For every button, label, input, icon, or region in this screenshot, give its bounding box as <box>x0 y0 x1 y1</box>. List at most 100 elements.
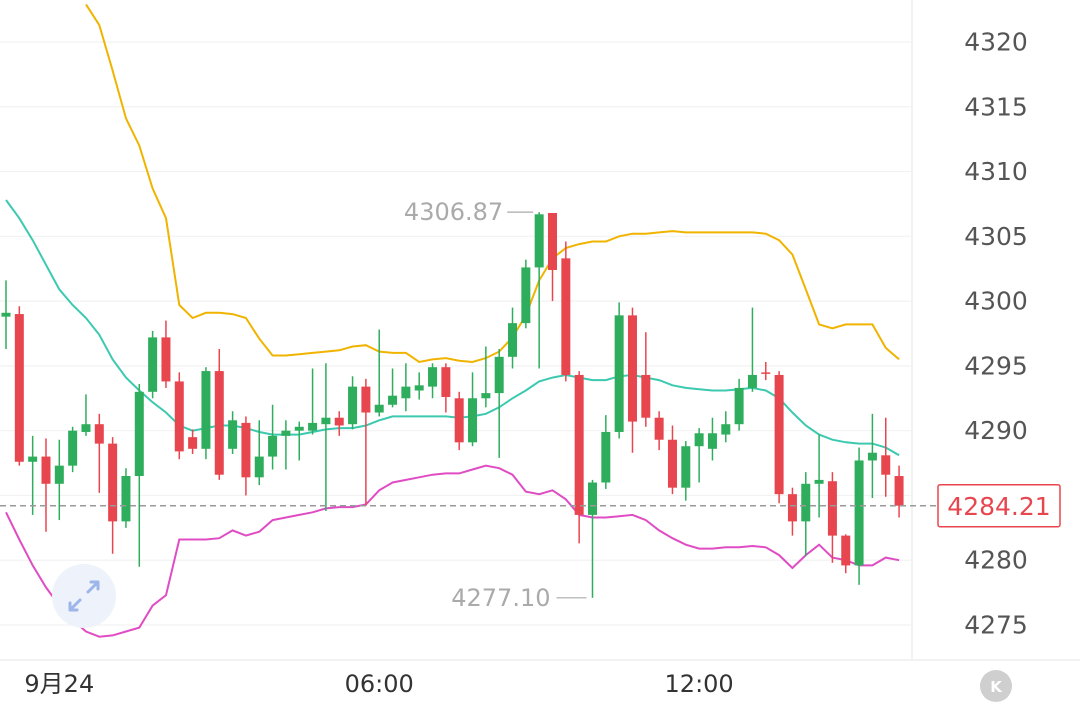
candle-body <box>787 494 797 522</box>
grid <box>0 41 912 626</box>
candle-body <box>254 456 264 478</box>
candle-body <box>707 433 717 449</box>
candle-body <box>54 465 64 484</box>
expand-button[interactable] <box>52 564 116 628</box>
last-price-box <box>937 483 1061 528</box>
candle-body <box>761 372 771 374</box>
candle-body <box>361 386 371 413</box>
candle-body <box>14 314 24 462</box>
y-tick-label: 4315 <box>964 92 1028 121</box>
y-tick-label: 4290 <box>964 416 1028 445</box>
candle-body <box>334 417 344 426</box>
candle-body <box>854 460 864 566</box>
candle-body <box>294 426 304 431</box>
candle-body <box>81 424 91 432</box>
candle-body <box>94 424 104 444</box>
min-label: 4277.10 <box>451 584 550 612</box>
candle-body <box>521 267 531 324</box>
max-label: 4306.87 <box>404 198 503 226</box>
candle-body <box>428 367 438 387</box>
candle-body <box>374 404 384 413</box>
candle-body <box>161 337 171 382</box>
candle-body <box>747 374 757 388</box>
band-line <box>5 464 900 638</box>
x-tick-label: 06:00 <box>345 670 414 698</box>
candle-body <box>681 446 691 488</box>
candle-body <box>881 455 891 475</box>
candle-body <box>1 312 11 317</box>
candle-body <box>454 398 464 443</box>
y-tick-label: 4300 <box>964 287 1028 316</box>
candle-body <box>601 431 611 483</box>
candle-body <box>201 371 211 449</box>
candle-body <box>241 422 251 478</box>
y-tick-label: 4295 <box>964 351 1028 380</box>
candle-body <box>134 391 144 477</box>
candle-body <box>281 430 291 436</box>
labels: 4275428042854290429543004305431043154320… <box>0 27 1061 698</box>
candle-body <box>894 476 904 506</box>
band-line <box>85 3 900 364</box>
candle-body <box>774 374 784 495</box>
candle-body <box>561 258 571 375</box>
candle-body <box>548 213 558 271</box>
band-lines <box>5 3 900 638</box>
candle-body <box>401 386 411 399</box>
candle-body <box>268 435 278 457</box>
candle-body <box>228 420 238 449</box>
candle-body <box>721 424 731 435</box>
candle-body <box>121 476 131 522</box>
candle-body <box>494 356 504 394</box>
candle-body <box>627 315 637 422</box>
expand-button-bg[interactable] <box>52 564 116 628</box>
k-button-bg[interactable] <box>980 670 1012 702</box>
y-tick-label: 4320 <box>964 27 1028 56</box>
k-button[interactable]: K <box>980 670 1012 702</box>
candle-body <box>388 395 398 405</box>
candle-body <box>574 374 584 515</box>
candle-body <box>694 433 704 447</box>
candle-body <box>734 387 744 425</box>
candle-body <box>654 417 664 440</box>
candle-body <box>667 439 677 488</box>
candle-body <box>321 417 331 425</box>
candle-body <box>188 437 198 449</box>
x-tick-label: 12:00 <box>665 670 734 698</box>
candle-body <box>28 456 38 462</box>
candle-body <box>214 371 224 475</box>
y-tick-label: 4280 <box>964 546 1028 575</box>
x-tick-label: 9月24 <box>24 670 94 698</box>
candle-body <box>841 535 851 566</box>
candle-body <box>614 315 624 432</box>
expand-icon <box>68 580 100 612</box>
candle-body <box>148 337 158 392</box>
candle-body <box>348 386 358 425</box>
candle-body <box>534 214 544 268</box>
candle-body <box>814 479 824 484</box>
candle-body <box>508 323 518 357</box>
y-tick-label: 4305 <box>964 222 1028 251</box>
candle-body <box>308 422 318 431</box>
candle-body <box>468 398 478 443</box>
last-price-label: 4284.21 <box>947 492 1050 521</box>
candle-body <box>41 456 51 484</box>
candle-body <box>587 482 597 515</box>
candle-body <box>641 374 651 418</box>
y-tick-label: 4275 <box>964 611 1028 640</box>
candle-body <box>481 393 491 399</box>
candle-body <box>68 430 78 466</box>
candle-body <box>801 483 811 522</box>
candle-body <box>827 481 837 536</box>
y-tick-label: 4310 <box>964 157 1028 186</box>
candle-body <box>174 381 184 452</box>
candle-body <box>414 385 424 391</box>
k-button-label: K <box>990 678 1003 696</box>
candle-body <box>867 452 877 461</box>
band-line <box>5 199 900 457</box>
candle-body <box>108 443 118 522</box>
candles <box>1 212 904 598</box>
candle-body <box>441 367 451 397</box>
